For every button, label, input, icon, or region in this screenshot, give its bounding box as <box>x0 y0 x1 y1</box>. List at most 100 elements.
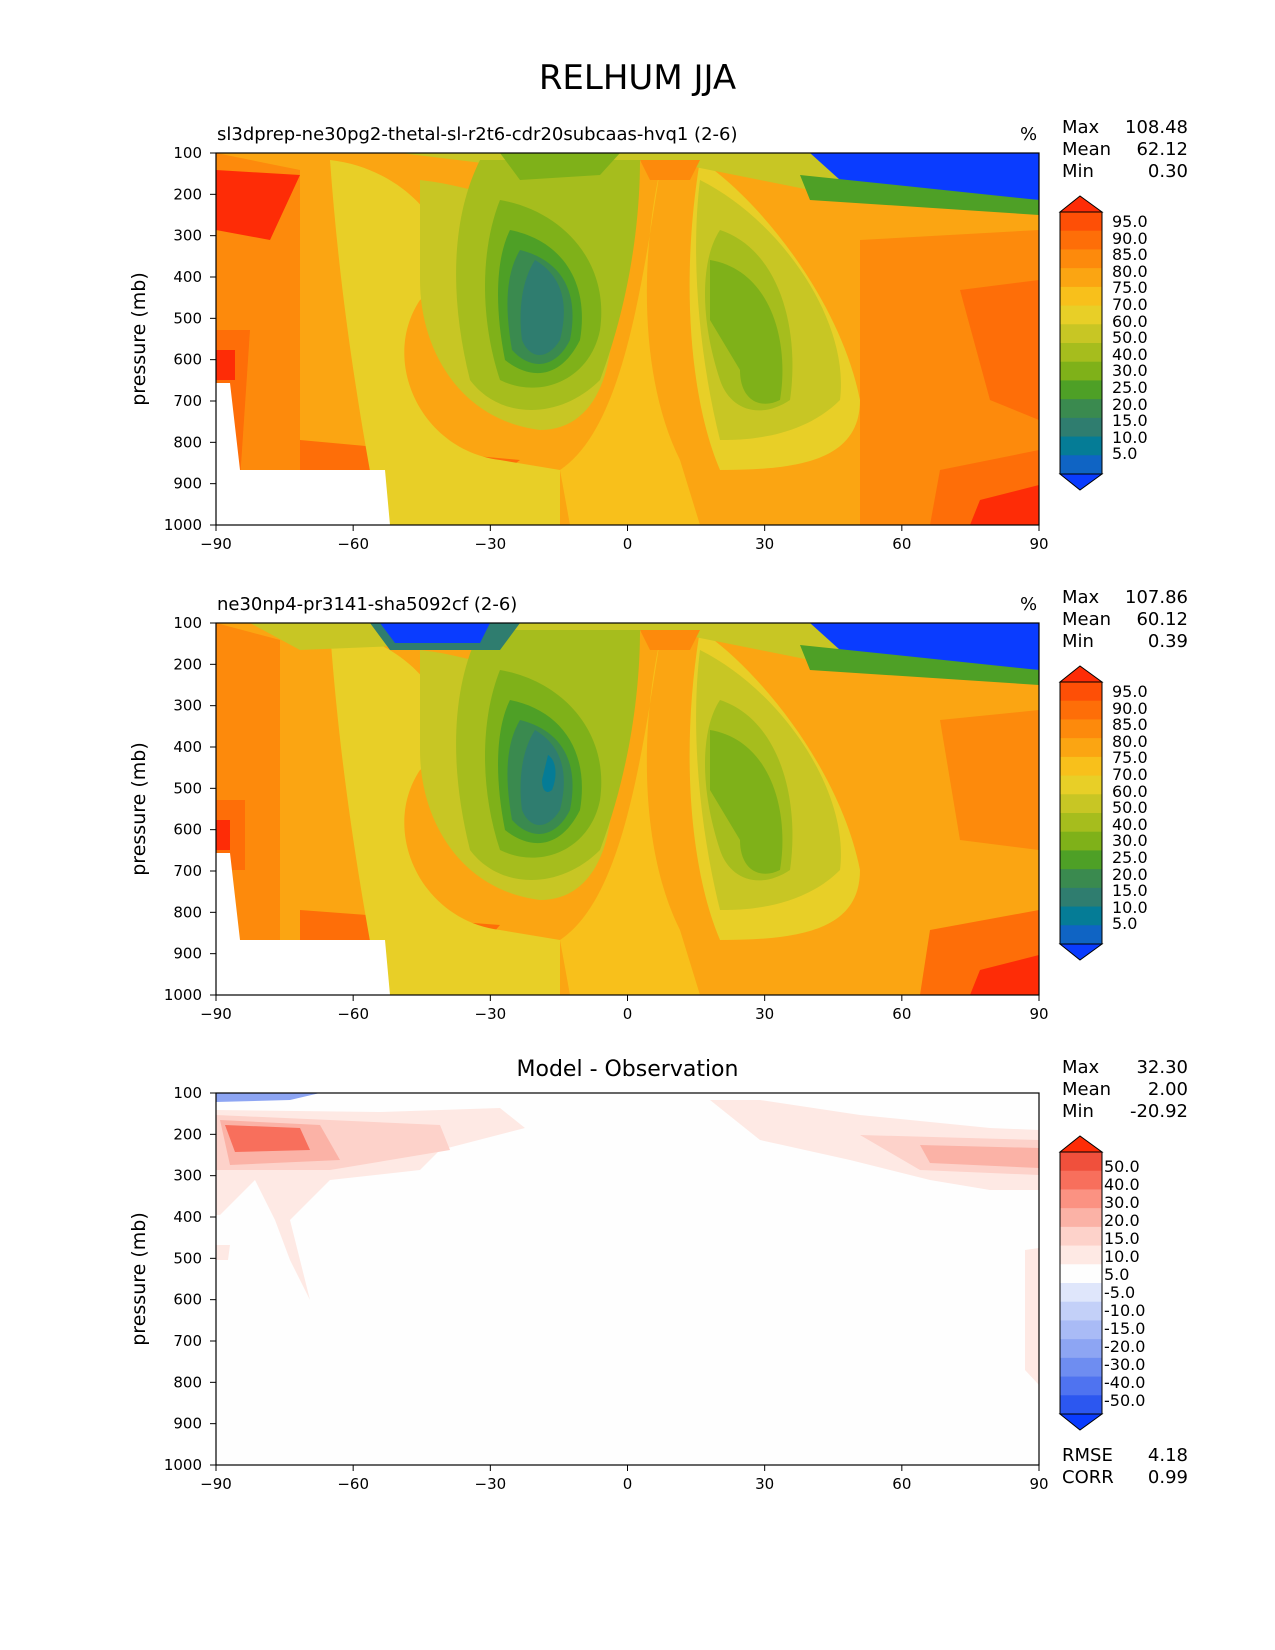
panel3-field <box>216 1093 1039 1465</box>
colorbar-level-label: 25.0 <box>1112 847 1148 867</box>
colorbar-level-label: 30.0 <box>1112 831 1148 851</box>
colorbar-swatch <box>1060 1170 1102 1190</box>
colorbar-level-label: -50.0 <box>1104 1391 1146 1410</box>
y-tick-label: 300 <box>173 227 202 245</box>
colorbar-swatch <box>1060 1189 1102 1209</box>
colorbar-level-label: 20.0 <box>1112 864 1148 884</box>
colorbar-swatch <box>1060 436 1102 456</box>
colorbar-level-label: 10.0 <box>1104 1247 1140 1266</box>
colorbar-level-label: -20.0 <box>1104 1337 1146 1356</box>
panel1-max: 108.48 <box>1125 117 1188 138</box>
x-tick-label: −60 <box>337 1475 369 1493</box>
colorbar-level-label: 90.0 <box>1112 698 1148 718</box>
y-tick-label: 900 <box>173 1415 202 1433</box>
panel1-colorbar-labels: 95.0 90.0 85.0 80.0 75.0 70.0 60.0 50.0 40.0 30.0… <box>1112 212 1148 463</box>
x-tick-label: 90 <box>1029 535 1048 553</box>
colorbar-level-label: -40.0 <box>1104 1373 1146 1392</box>
corr-value: 0.99 <box>1147 1467 1188 1488</box>
colorbar-level-label: 70.0 <box>1112 294 1148 314</box>
colorbar-level-label: 75.0 <box>1112 278 1148 298</box>
y-tick-label: 200 <box>173 655 202 673</box>
colorbar-level-label: 15.0 <box>1104 1229 1140 1248</box>
y-tick-label: 800 <box>173 1373 202 1391</box>
colorbar-level-label: 95.0 <box>1112 682 1148 701</box>
panel3-min-label: Min <box>1062 1101 1094 1122</box>
x-tick-label: −60 <box>337 1005 369 1023</box>
colorbar-swatch <box>1060 1245 1102 1265</box>
colorbar-swatch <box>1060 1376 1102 1396</box>
y-tick-label: 500 <box>173 779 202 797</box>
colorbar-level-label: 40.0 <box>1112 344 1148 364</box>
panel3-mean-label: Mean <box>1062 1079 1112 1100</box>
colorbar-level-label: 10.0 <box>1112 897 1148 917</box>
x-tick-label: −30 <box>475 1005 507 1023</box>
y-tick-label: 100 <box>173 1084 202 1102</box>
y-tick-label: 700 <box>173 862 202 880</box>
panel1-title: sl3dprep-ne30pg2-thetal-sl-r2t6-cdr20sub… <box>217 124 738 145</box>
y-tick-label: 400 <box>173 1208 202 1226</box>
x-tick-label: 90 <box>1029 1475 1048 1493</box>
panel1-min: 0.30 <box>1147 161 1188 182</box>
colorbar-swatch <box>1060 343 1102 363</box>
y-tick-label: 500 <box>173 1249 202 1267</box>
colorbar-level-label: 50.0 <box>1112 798 1148 818</box>
colorbar-level-label: 25.0 <box>1112 377 1148 397</box>
y-axis-label: pressure (mb) <box>128 1212 150 1346</box>
y-tick-label: 900 <box>173 475 202 493</box>
panel2-max-label: Max <box>1062 587 1100 608</box>
panel1-mean: 62.12 <box>1136 139 1188 160</box>
panel2-stats: Max 107.86 Mean 60.12 Min 0.39 <box>1062 587 1188 653</box>
y-tick-label: 300 <box>173 1167 202 1185</box>
colorbar-level-label: 50.0 <box>1112 328 1148 348</box>
colorbar-swatch <box>1060 906 1102 926</box>
y-tick-label: 500 <box>173 309 202 327</box>
y-tick-label: 800 <box>173 903 202 921</box>
colorbar-level-label: 95.0 <box>1112 212 1148 231</box>
panel1-stats: Max 108.48 Mean 62.12 Min 0.30 <box>1062 117 1188 183</box>
panel2-field <box>216 623 1039 995</box>
x-tick-label: −90 <box>200 1475 232 1493</box>
panel3-colorbar-labels: 50.0 40.0 30.0 20.0 15.0 10.0 5.0 -5.0 -10.0 -15.… <box>1104 1158 1145 1410</box>
y-tick-label: 200 <box>173 185 202 203</box>
colorbar-swatch <box>1060 925 1102 945</box>
colorbar-level-label: 40.0 <box>1104 1175 1140 1194</box>
colorbar-level-label: 85.0 <box>1112 715 1148 735</box>
colorbar-swatch <box>1060 1152 1102 1172</box>
y-tick-label: 400 <box>173 268 202 286</box>
y-tick-label: 900 <box>173 945 202 963</box>
x-tick-label: −90 <box>200 1005 232 1023</box>
rmse-value: 4.18 <box>1147 1445 1188 1466</box>
colorbar-swatch <box>1060 230 1102 250</box>
panel3-max: 32.30 <box>1136 1057 1188 1078</box>
colorbar-swatch <box>1060 286 1102 307</box>
x-tick-label: −60 <box>337 535 369 553</box>
colorbar-swatch <box>1060 361 1102 381</box>
colorbar-swatch <box>1060 794 1102 814</box>
panel2-min-label: Min <box>1062 631 1094 652</box>
panel1-mean-label: Mean <box>1062 139 1112 160</box>
panel1-max-label: Max <box>1062 117 1100 138</box>
colorbar-swatch <box>1060 850 1102 870</box>
panel2-colorbar-labels: 95.0 90.0 85.0 80.0 75.0 70.0 60.0 50.0 40.0 30.0… <box>1112 682 1148 933</box>
colorbar-swatch <box>1060 1283 1102 1303</box>
x-tick-label: 0 <box>623 1475 633 1493</box>
panel2-mean: 60.12 <box>1136 609 1188 630</box>
y-tick-label: 1000 <box>164 986 202 1004</box>
colorbar-swatch <box>1060 305 1102 325</box>
colorbar-swatch <box>1060 700 1102 720</box>
panel3-min: -20.92 <box>1129 1101 1188 1122</box>
colorbar-level-label: 40.0 <box>1112 814 1148 834</box>
colorbar-swatch <box>1060 268 1102 288</box>
colorbar-swatch <box>1060 738 1102 758</box>
colorbar-swatch <box>1060 380 1102 400</box>
panel3-colorbar <box>1058 1135 1104 1431</box>
colorbar-level-label: -5.0 <box>1104 1283 1136 1302</box>
y-tick-label: 1000 <box>164 1456 202 1474</box>
colorbar-swatch <box>1060 813 1102 833</box>
colorbar-swatch <box>1060 1301 1102 1321</box>
colorbar-level-label: 50.0 <box>1104 1157 1140 1176</box>
